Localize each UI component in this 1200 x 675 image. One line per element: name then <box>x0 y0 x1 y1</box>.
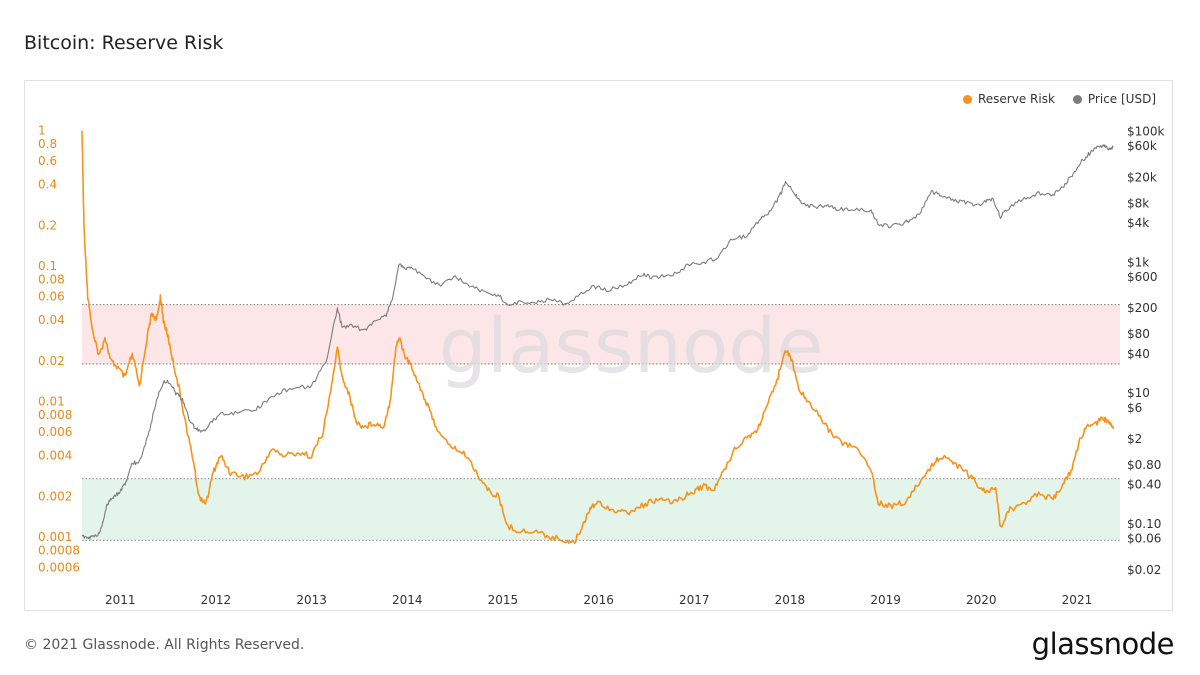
x-axis-tick-label: 2021 <box>1062 593 1093 607</box>
x-axis-tick-label: 2014 <box>392 593 423 607</box>
left-axis-tick-label: 0.06 <box>38 289 65 303</box>
series-line-price <box>81 144 1114 540</box>
left-axis-tick-label: 0.002 <box>38 489 72 503</box>
brand-logo: glassnode <box>1031 627 1175 661</box>
legend-label-reserve-risk: Reserve Risk <box>977 92 1055 106</box>
left-axis-tick-label: 0.02 <box>38 354 65 368</box>
right-axis-tick-label: $4k <box>1127 216 1149 230</box>
left-axis-tick-label: 0.2 <box>38 218 57 232</box>
right-axis-tick-label: $2 <box>1127 432 1142 446</box>
right-axis-tick-label: $6 <box>1127 401 1142 415</box>
x-axis-tick-label: 2011 <box>105 593 136 607</box>
left-axis-tick-label: 0.001 <box>38 530 72 544</box>
left-axis-tick-label: 0.1 <box>38 259 57 273</box>
left-axis-tick-label: 0.04 <box>38 313 65 327</box>
legend-item-price[interactable]: Price [USD] <box>1072 92 1156 106</box>
right-axis-tick-label: $0.06 <box>1127 532 1161 546</box>
right-axis-tick-label: $0.40 <box>1127 478 1161 492</box>
right-axis-tick-label: $10 <box>1127 386 1150 400</box>
right-axis-tick-label: $0.02 <box>1127 563 1161 577</box>
left-axis-tick-label: 0.8 <box>38 137 57 151</box>
right-axis-tick-label: $40 <box>1127 347 1150 361</box>
x-axis-tick-label: 2012 <box>201 593 232 607</box>
band-high <box>82 304 1120 364</box>
left-axis-tick-label: 0.01 <box>38 395 65 409</box>
left-axis-tick-label: 0.0008 <box>38 543 80 557</box>
watermark-text: glassnode <box>439 301 824 390</box>
left-axis-tick-label: 0.008 <box>38 408 72 422</box>
right-axis-tick-label: $100k <box>1127 125 1165 139</box>
x-axis-tick-label: 2020 <box>966 593 997 607</box>
legend-dot-price <box>1072 94 1082 104</box>
x-axis-tick-label: 2017 <box>679 593 710 607</box>
x-axis-tick-label: 2019 <box>870 593 901 607</box>
chart-legend: Reserve Risk Price [USD] <box>962 92 1156 106</box>
legend-label-price: Price [USD] <box>1087 92 1156 106</box>
legend-item-reserve-risk[interactable]: Reserve Risk <box>962 92 1055 106</box>
left-axis-tick-label: 0.6 <box>38 154 57 168</box>
x-axis-tick-label: 2015 <box>488 593 519 607</box>
right-axis-tick-label: $20k <box>1127 170 1157 184</box>
right-axis-tick-label: $60k <box>1127 139 1157 153</box>
left-axis-tick-label: 0.0006 <box>38 560 80 574</box>
left-axis-tick-label: 0.4 <box>38 178 57 192</box>
right-axis-tick-label: $80 <box>1127 327 1150 341</box>
copyright-text: © 2021 Glassnode. All Rights Reserved. <box>24 637 305 653</box>
chart-frame <box>24 80 1173 611</box>
left-axis-tick-label: 1 <box>38 124 46 138</box>
x-axis-tick-label: 2018 <box>775 593 806 607</box>
x-axis-tick-label: 2016 <box>583 593 614 607</box>
left-axis-tick-label: 0.004 <box>38 449 72 463</box>
right-axis-tick-label: $1k <box>1127 255 1149 269</box>
right-axis-tick-label: $200 <box>1127 301 1158 315</box>
legend-dot-reserve-risk <box>962 94 972 104</box>
right-axis-tick-label: $600 <box>1127 270 1158 284</box>
left-axis-tick-label: 0.006 <box>38 425 72 439</box>
series-line-reserve-risk <box>81 130 1115 545</box>
chart-title: Bitcoin: Reserve Risk <box>24 32 224 54</box>
left-axis-tick-label: 0.08 <box>38 272 65 286</box>
right-axis-tick-label: $0.10 <box>1127 517 1161 531</box>
right-axis-tick-label: $0.80 <box>1127 458 1161 472</box>
band-low <box>82 478 1120 541</box>
right-axis-tick-label: $8k <box>1127 196 1149 210</box>
x-axis-tick-label: 2013 <box>296 593 327 607</box>
